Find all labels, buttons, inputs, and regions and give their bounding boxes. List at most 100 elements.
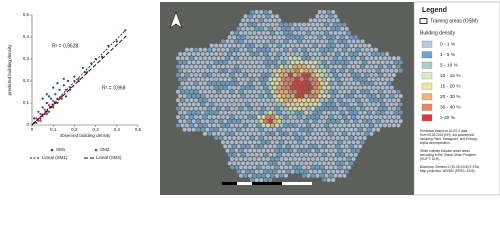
- map-cell: [191, 52, 196, 56]
- map-cell: [239, 39, 243, 44]
- map-cell: [230, 115, 234, 119]
- map-cell: [306, 173, 311, 178]
- map-cell: [311, 123, 315, 128]
- map-cell: [189, 98, 194, 103]
- map-cell: [288, 98, 293, 103]
- map-cell: [315, 56, 320, 61]
- map-cell: [317, 110, 322, 115]
- map-cell: [344, 119, 349, 124]
- map-cell: [302, 22, 306, 27]
- map-cell: [349, 68, 354, 73]
- map-cell: [290, 35, 295, 40]
- map-cell: [275, 106, 279, 111]
- map-cell: [304, 161, 309, 166]
- map-cell: [367, 52, 372, 56]
- map-cell: [205, 102, 210, 107]
- map-cell: [272, 60, 277, 65]
- map-cell: [243, 31, 248, 35]
- map-cell: [250, 136, 255, 140]
- map-cell: [279, 31, 284, 35]
- map-cell: [230, 56, 234, 61]
- map-cell: [331, 152, 336, 157]
- map-cell: [311, 56, 315, 61]
- map-cell: [297, 148, 302, 153]
- map-cell: [261, 98, 266, 103]
- map-cell: [259, 161, 264, 166]
- map-cell: [371, 52, 376, 56]
- map-cell: [207, 64, 212, 69]
- map-cell: [225, 140, 230, 145]
- map-cell: [284, 106, 288, 111]
- map-cell: [324, 173, 329, 178]
- data-point: [124, 29, 127, 32]
- map-cell: [329, 148, 333, 153]
- map-cell: [362, 102, 367, 107]
- map-cell: [297, 47, 302, 52]
- map-cell: [252, 81, 257, 86]
- map-cell: [383, 64, 387, 69]
- legend-note: Map projection: WGS84 (EPSG: 4326): [420, 169, 475, 173]
- map-cell: [340, 68, 345, 73]
- map-cell: [297, 39, 302, 44]
- map-cell: [232, 35, 237, 40]
- map-cell: [254, 102, 259, 107]
- map-cell: [320, 56, 324, 61]
- map-cell: [194, 98, 198, 103]
- map-cell: [392, 115, 396, 119]
- map-cell: [259, 127, 264, 132]
- map-cell: [236, 60, 241, 65]
- map-cell: [311, 157, 315, 161]
- map-cell: [324, 123, 329, 128]
- map-cell: [304, 169, 309, 174]
- map-cell: [329, 106, 333, 111]
- figure: 0 0,1 0,2 0,3 0,4 0,500,10,20,30,40,5observed…: [7, 1, 500, 196]
- map-cell: [227, 102, 232, 107]
- data-point: [35, 117, 38, 120]
- map-cell: [288, 64, 293, 69]
- map-cell: [286, 127, 291, 132]
- map-cell: [389, 94, 394, 98]
- map-cell: [286, 77, 291, 82]
- map-cell: [284, 98, 288, 103]
- map-cell: [333, 73, 338, 77]
- map-cell: [371, 77, 376, 82]
- map-cell: [333, 81, 338, 86]
- map-cell: [392, 106, 396, 111]
- map-cell: [344, 52, 349, 56]
- map-cell: [360, 89, 365, 94]
- legend-label: 1 - 5 %: [440, 52, 456, 58]
- map-cell: [349, 94, 354, 98]
- map-cell: [349, 119, 354, 124]
- map-cell: [340, 26, 345, 31]
- map-cell: [358, 52, 363, 56]
- map-cell: [398, 102, 403, 107]
- map-cell: [245, 102, 250, 107]
- map-cell: [378, 56, 383, 61]
- map-cell: [227, 60, 232, 65]
- data-point: [52, 99, 55, 102]
- map-cell: [207, 89, 212, 94]
- map-cell: [342, 98, 347, 103]
- map-cell: [358, 110, 363, 115]
- map-cell: [385, 85, 390, 90]
- map-cell: [394, 60, 399, 65]
- map-cell: [277, 144, 282, 149]
- map-cell: [302, 123, 306, 128]
- map-cell: [362, 52, 367, 56]
- map-cell: [261, 157, 266, 161]
- map-cell: [176, 56, 180, 61]
- map-cell: [250, 77, 255, 82]
- map-cell: [304, 136, 309, 140]
- map-cell: [333, 56, 338, 61]
- map-cell: [241, 144, 246, 149]
- map-cell: [371, 60, 376, 65]
- map-cell: [315, 173, 320, 178]
- legend-label: 5 - 10 %: [440, 63, 459, 69]
- map-cell: [347, 165, 351, 170]
- map-cell: [245, 161, 250, 166]
- map-cell: [320, 148, 324, 153]
- map-cell: [236, 43, 241, 48]
- map-cell: [227, 119, 232, 124]
- map-cell: [295, 26, 300, 31]
- map-cell: [236, 127, 241, 132]
